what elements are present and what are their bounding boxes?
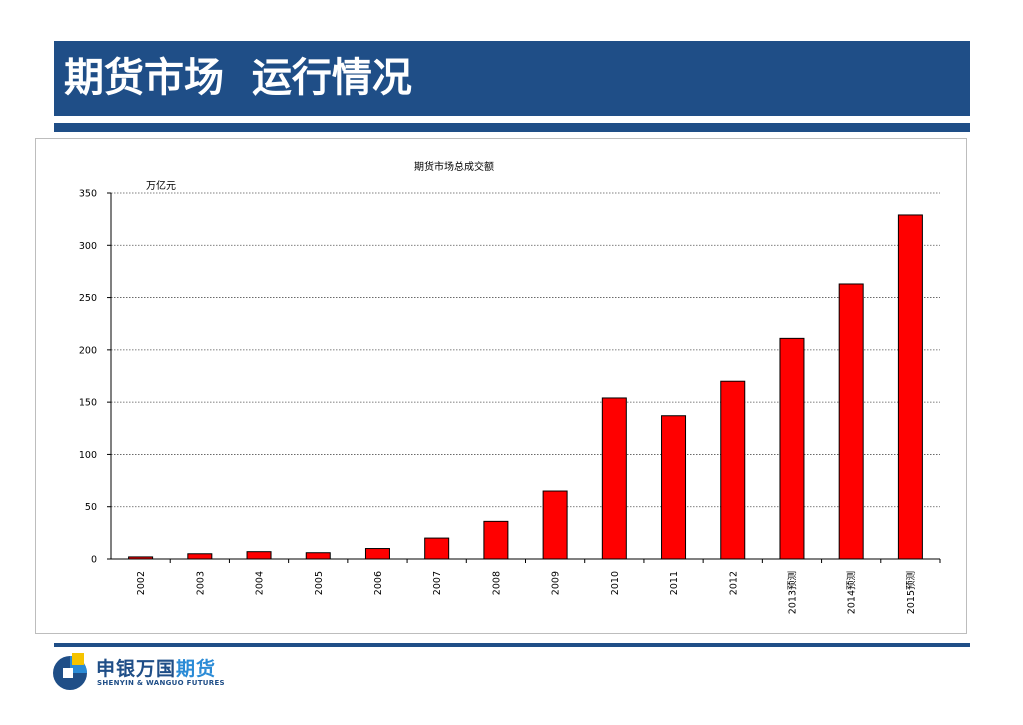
chart-gridlines <box>111 192 940 508</box>
x-tick-label: 2012 <box>728 571 739 595</box>
bar <box>483 520 509 560</box>
y-tick-label: 350 <box>79 189 97 200</box>
x-tick-label: 2007 <box>432 571 443 595</box>
bar <box>187 553 213 560</box>
logo-mark-icon <box>53 653 87 690</box>
x-tick-label: 2013预测 <box>787 571 798 614</box>
company-logo: 申银万国期货 SHENYIN & WANGUO FUTURES <box>52 652 252 692</box>
y-tick-label: 150 <box>79 398 97 409</box>
logo-english-name: SHENYIN & WANGUO FUTURES <box>97 679 225 687</box>
bar <box>246 551 272 560</box>
x-tick-label: 2011 <box>669 571 680 595</box>
bar <box>897 214 923 560</box>
bar <box>779 337 805 560</box>
chart-title: 期货市场总成交额 <box>414 160 494 173</box>
x-tick-label: 2004 <box>255 571 266 595</box>
x-tick-label: 2002 <box>136 571 147 595</box>
footer-divider <box>54 643 970 647</box>
title-bar: 期货市场 运行情况 <box>54 41 970 116</box>
logo-name-main: 申银万国 <box>96 658 177 680</box>
x-tick-label: 2010 <box>610 571 621 595</box>
bar <box>661 415 687 560</box>
bar <box>838 283 864 560</box>
y-tick-label: 50 <box>85 502 97 513</box>
y-tick-label: 200 <box>79 345 97 356</box>
bar <box>305 552 331 560</box>
y-tick-label: 300 <box>79 241 97 252</box>
x-tick-label: 2015预测 <box>906 571 917 614</box>
bar <box>128 556 154 560</box>
title-underline-stripe <box>54 123 970 132</box>
y-tick-label: 100 <box>79 450 97 461</box>
x-tick-label: 2003 <box>195 571 206 595</box>
page-title: 期货市场 运行情况 <box>64 55 412 101</box>
x-tick-label: 2005 <box>314 571 325 595</box>
y-tick-label: 250 <box>79 293 97 304</box>
bar <box>542 490 568 560</box>
bar <box>424 537 450 560</box>
chart-bars <box>128 214 923 560</box>
bar-chart: 0 50 100 150 200 250 300 350 2002 2003 2004 2005 200… <box>79 160 941 615</box>
x-tick-label: 2006 <box>373 571 384 595</box>
logo-chinese-name: 申银万国期货 <box>96 654 216 681</box>
x-tick-label: 2009 <box>551 571 562 595</box>
y-tick-label: 0 <box>91 555 97 566</box>
chart-frame: 0 50 100 150 200 250 300 350 2002 2003 2004 2005 200… <box>35 138 967 634</box>
bar <box>364 548 390 560</box>
logo-name-highlight: 期货 <box>176 658 217 680</box>
chart-unit-label: 万亿元 <box>146 179 176 192</box>
bar <box>601 397 627 560</box>
bar <box>720 380 746 560</box>
chart-labels: 0 50 100 150 200 250 300 350 2002 2003 2004 2005 200… <box>79 189 917 615</box>
x-tick-label: 2008 <box>491 571 502 595</box>
x-tick-label: 2014预测 <box>847 571 858 614</box>
chart-axes <box>107 192 941 563</box>
